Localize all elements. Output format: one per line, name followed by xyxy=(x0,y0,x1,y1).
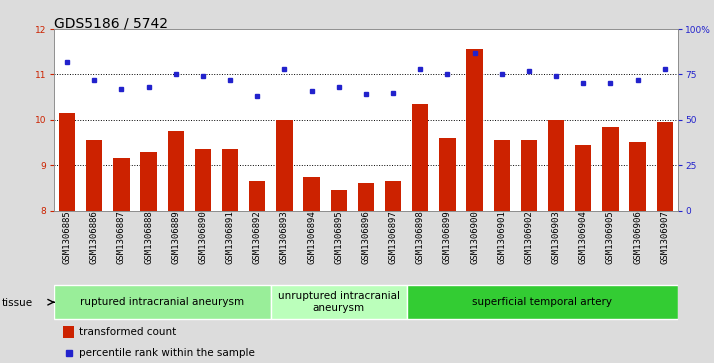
Bar xyxy=(114,158,130,211)
Bar xyxy=(249,181,266,211)
Text: GSM1306898: GSM1306898 xyxy=(416,211,425,264)
Bar xyxy=(657,122,673,211)
Bar xyxy=(521,140,537,211)
Bar xyxy=(466,49,483,211)
Text: tissue: tissue xyxy=(1,298,33,308)
Bar xyxy=(222,149,238,211)
Bar xyxy=(195,149,211,211)
Bar xyxy=(86,140,102,211)
Bar xyxy=(303,176,320,211)
Text: GDS5186 / 5742: GDS5186 / 5742 xyxy=(54,16,168,30)
Bar xyxy=(168,131,184,211)
Bar xyxy=(63,326,74,338)
Bar xyxy=(385,181,401,211)
Text: GSM1306894: GSM1306894 xyxy=(307,211,316,264)
Text: GSM1306891: GSM1306891 xyxy=(226,211,235,264)
Bar xyxy=(575,145,591,211)
Text: GSM1306905: GSM1306905 xyxy=(606,211,615,264)
FancyBboxPatch shape xyxy=(271,285,407,319)
Text: GSM1306902: GSM1306902 xyxy=(524,211,533,264)
Bar xyxy=(493,140,510,211)
Bar xyxy=(630,143,645,211)
Text: GSM1306904: GSM1306904 xyxy=(579,211,588,264)
Text: ruptured intracranial aneurysm: ruptured intracranial aneurysm xyxy=(80,297,244,307)
Bar xyxy=(358,183,374,211)
Text: superficial temporal artery: superficial temporal artery xyxy=(473,297,613,307)
Text: GSM1306901: GSM1306901 xyxy=(497,211,506,264)
FancyBboxPatch shape xyxy=(54,285,271,319)
Text: GSM1306886: GSM1306886 xyxy=(90,211,99,264)
Text: GSM1306896: GSM1306896 xyxy=(361,211,371,264)
Text: GSM1306893: GSM1306893 xyxy=(280,211,289,264)
Bar xyxy=(439,138,456,211)
Text: GSM1306897: GSM1306897 xyxy=(388,211,398,264)
Text: GSM1306885: GSM1306885 xyxy=(63,211,71,264)
Text: unruptured intracranial
aneurysm: unruptured intracranial aneurysm xyxy=(278,291,400,313)
Text: GSM1306888: GSM1306888 xyxy=(144,211,153,264)
Text: GSM1306907: GSM1306907 xyxy=(660,211,669,264)
Text: GSM1306899: GSM1306899 xyxy=(443,211,452,264)
Text: GSM1306895: GSM1306895 xyxy=(334,211,343,264)
Bar xyxy=(548,120,564,211)
Text: GSM1306887: GSM1306887 xyxy=(117,211,126,264)
FancyBboxPatch shape xyxy=(407,285,678,319)
Text: percentile rank within the sample: percentile rank within the sample xyxy=(79,347,254,358)
Bar xyxy=(331,190,347,211)
Text: transformed count: transformed count xyxy=(79,327,176,337)
Text: GSM1306906: GSM1306906 xyxy=(633,211,642,264)
Text: GSM1306903: GSM1306903 xyxy=(552,211,560,264)
Bar xyxy=(602,127,618,211)
Bar xyxy=(276,120,293,211)
Bar xyxy=(412,104,428,211)
Text: GSM1306889: GSM1306889 xyxy=(171,211,180,264)
Text: GSM1306890: GSM1306890 xyxy=(198,211,208,264)
Bar xyxy=(59,113,75,211)
Bar xyxy=(141,151,157,211)
Text: GSM1306900: GSM1306900 xyxy=(470,211,479,264)
Text: GSM1306892: GSM1306892 xyxy=(253,211,262,264)
